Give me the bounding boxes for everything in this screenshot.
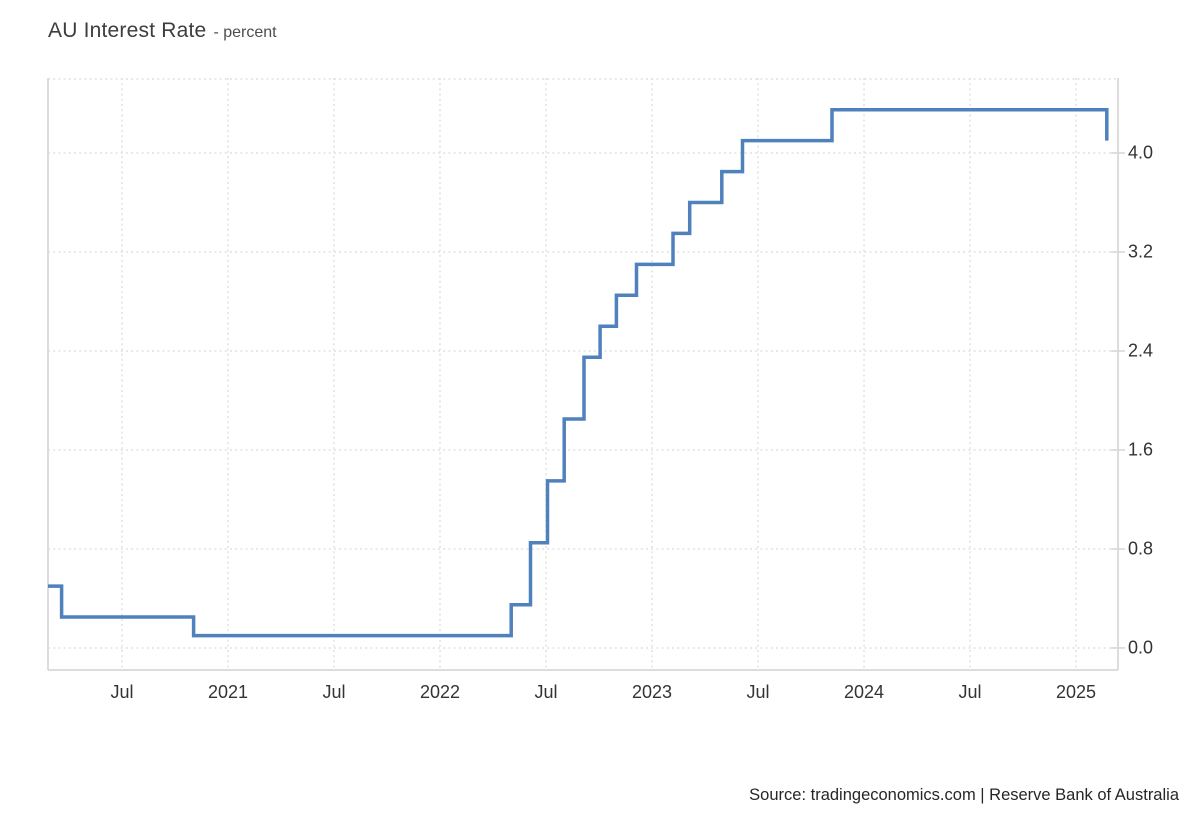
x-axis-tick-label: Jul xyxy=(322,682,346,702)
step-line-chart[interactable] xyxy=(47,78,1125,671)
interest-rate-series-line[interactable] xyxy=(48,107,1109,638)
x-axis-tick-label: Jul xyxy=(534,682,558,702)
chart-title: AU Interest Rate xyxy=(48,19,207,42)
plot-area[interactable] xyxy=(47,78,1125,671)
x-axis-tick-label: Jul xyxy=(746,682,770,702)
x-axis-tick-label: Jul xyxy=(958,682,982,702)
x-axis-tick-label: Jul xyxy=(110,682,134,702)
y-axis-tick-label: 0.8 xyxy=(1128,538,1154,559)
chart-header: AU Interest Rate - percent xyxy=(48,17,277,44)
y-axis-tick-label: 0.0 xyxy=(1128,637,1154,658)
x-axis-tick-label: 2023 xyxy=(631,682,673,702)
x-axis-tick-label: 2024 xyxy=(843,682,885,702)
y-axis-tick-label: 2.4 xyxy=(1128,340,1154,361)
y-axis-tick-label: 3.2 xyxy=(1128,241,1154,262)
source-attribution: Source: tradingeconomics.com | Reserve B… xyxy=(749,786,1179,804)
y-axis-tick-label: 4.0 xyxy=(1128,142,1154,163)
x-axis-tick-label: 2022 xyxy=(419,682,461,702)
chart-subtitle: - percent xyxy=(213,24,277,41)
x-axis-tick-label: 2021 xyxy=(207,682,249,702)
y-axis-tick-label: 1.6 xyxy=(1128,439,1154,460)
x-axis-tick-label: 2025 xyxy=(1055,682,1097,702)
